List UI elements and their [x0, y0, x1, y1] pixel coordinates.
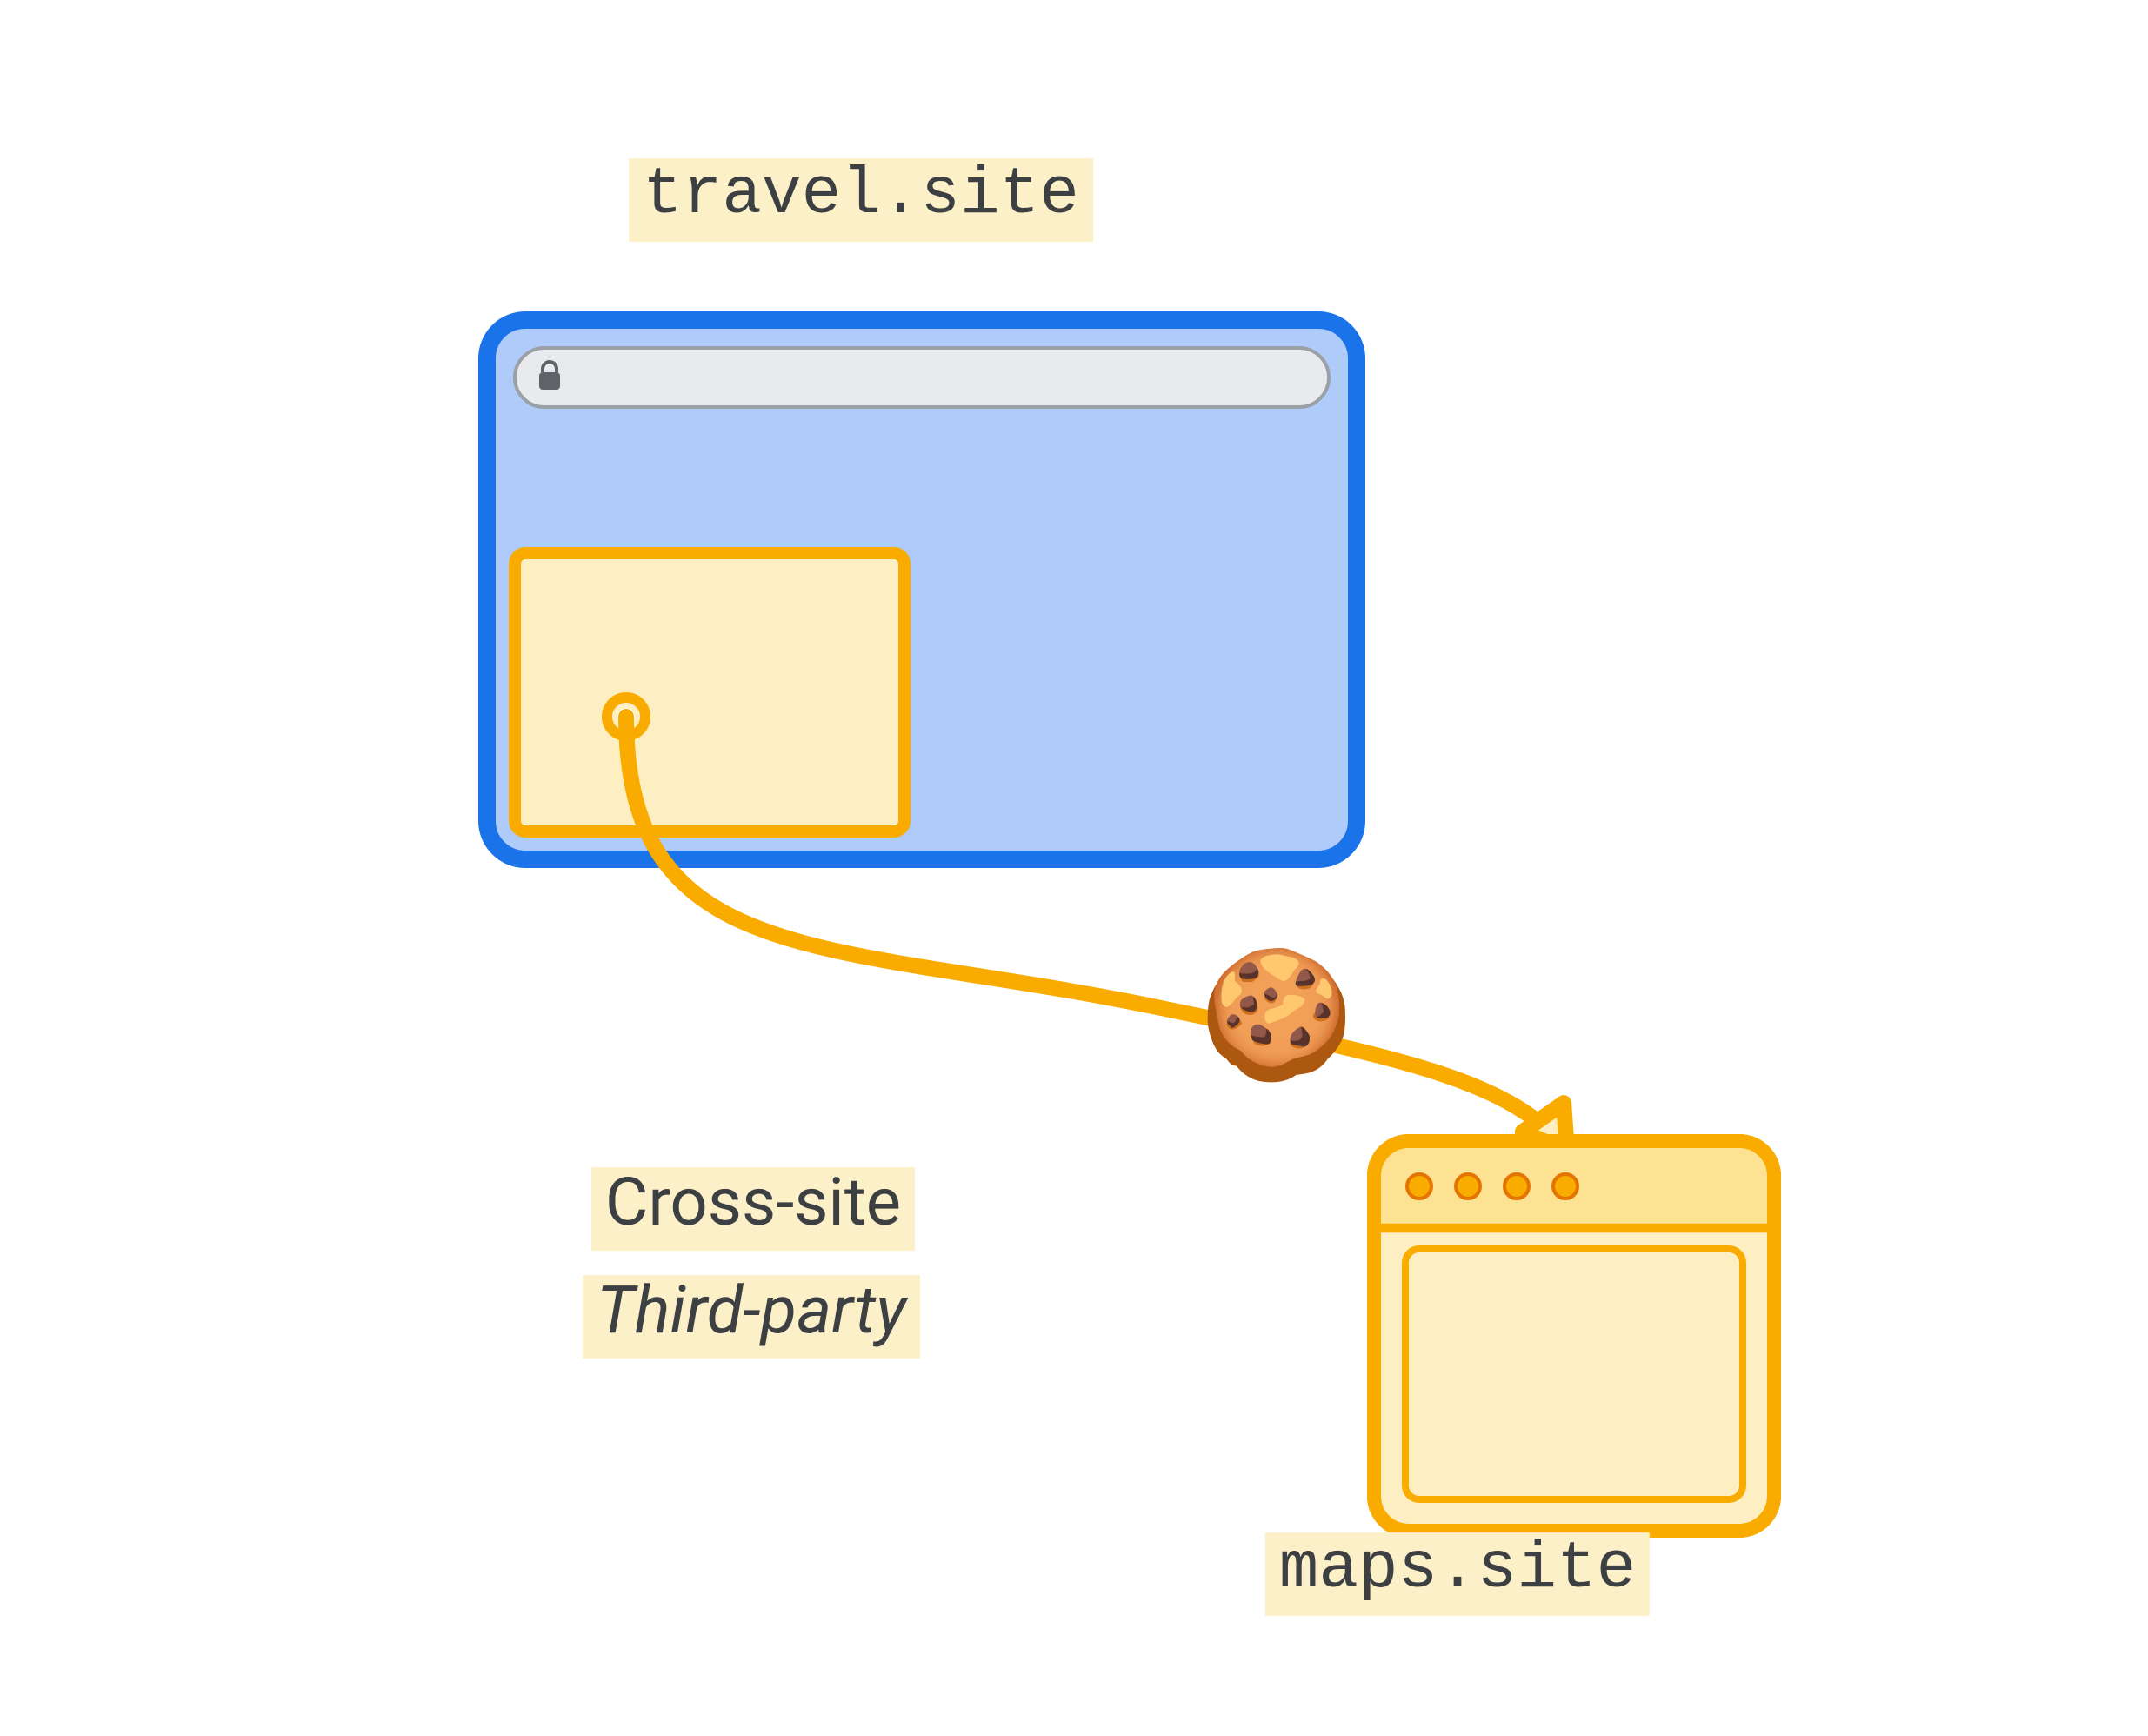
label-cross-site: Cross-site	[591, 1167, 915, 1251]
browser-header-band	[515, 435, 1329, 532]
server-window-dot	[1553, 1174, 1578, 1199]
server-window-dot	[1456, 1174, 1480, 1199]
diagram-canvas: travel.site Cross-site Third-party maps.…	[0, 0, 2148, 1736]
label-third-party: Third-party	[583, 1275, 920, 1359]
label-travel-site: travel.site	[629, 158, 1093, 242]
content-panel-right	[932, 553, 1329, 831]
server-window-body	[1405, 1249, 1743, 1499]
server-window-dot	[1504, 1174, 1529, 1199]
address-bar	[515, 348, 1329, 407]
server-window-dot	[1407, 1174, 1431, 1199]
cookie-icon: 🍪	[1198, 953, 1354, 1078]
diagram-svg-layer	[0, 0, 2148, 1736]
lock-icon	[539, 372, 560, 390]
label-maps-site: maps.site	[1265, 1532, 1650, 1616]
third-party-iframe	[515, 553, 904, 831]
